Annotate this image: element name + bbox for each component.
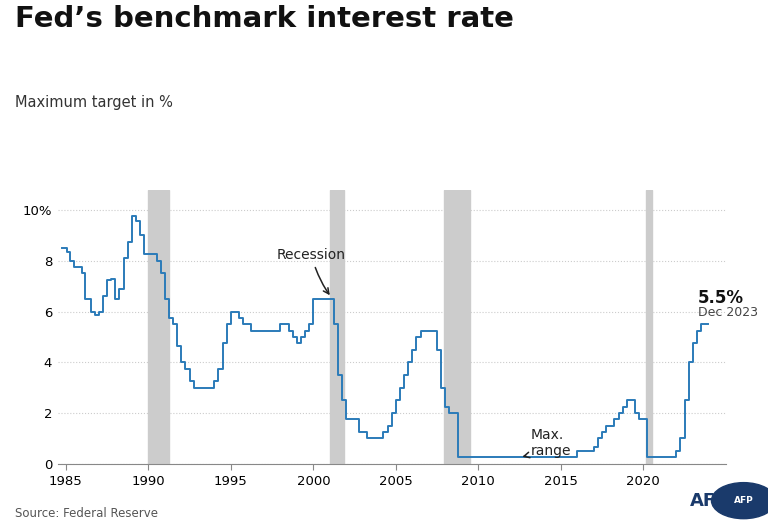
Text: Recession: Recession (277, 248, 346, 294)
Bar (646, 190, 651, 464)
Text: Max.
range: Max. range (524, 428, 571, 458)
Text: Source: Federal Reserve: Source: Federal Reserve (15, 507, 158, 520)
Circle shape (711, 483, 768, 519)
Text: AFP: AFP (733, 496, 753, 505)
Bar (444, 190, 470, 464)
Text: AFP: AFP (690, 492, 729, 510)
Text: Fed’s benchmark interest rate: Fed’s benchmark interest rate (15, 5, 515, 33)
Bar (148, 190, 169, 464)
Text: Maximum target in %: Maximum target in % (15, 95, 174, 110)
Bar (329, 190, 343, 464)
Text: Dec 2023: Dec 2023 (697, 306, 758, 319)
Text: 5.5%: 5.5% (697, 289, 743, 307)
